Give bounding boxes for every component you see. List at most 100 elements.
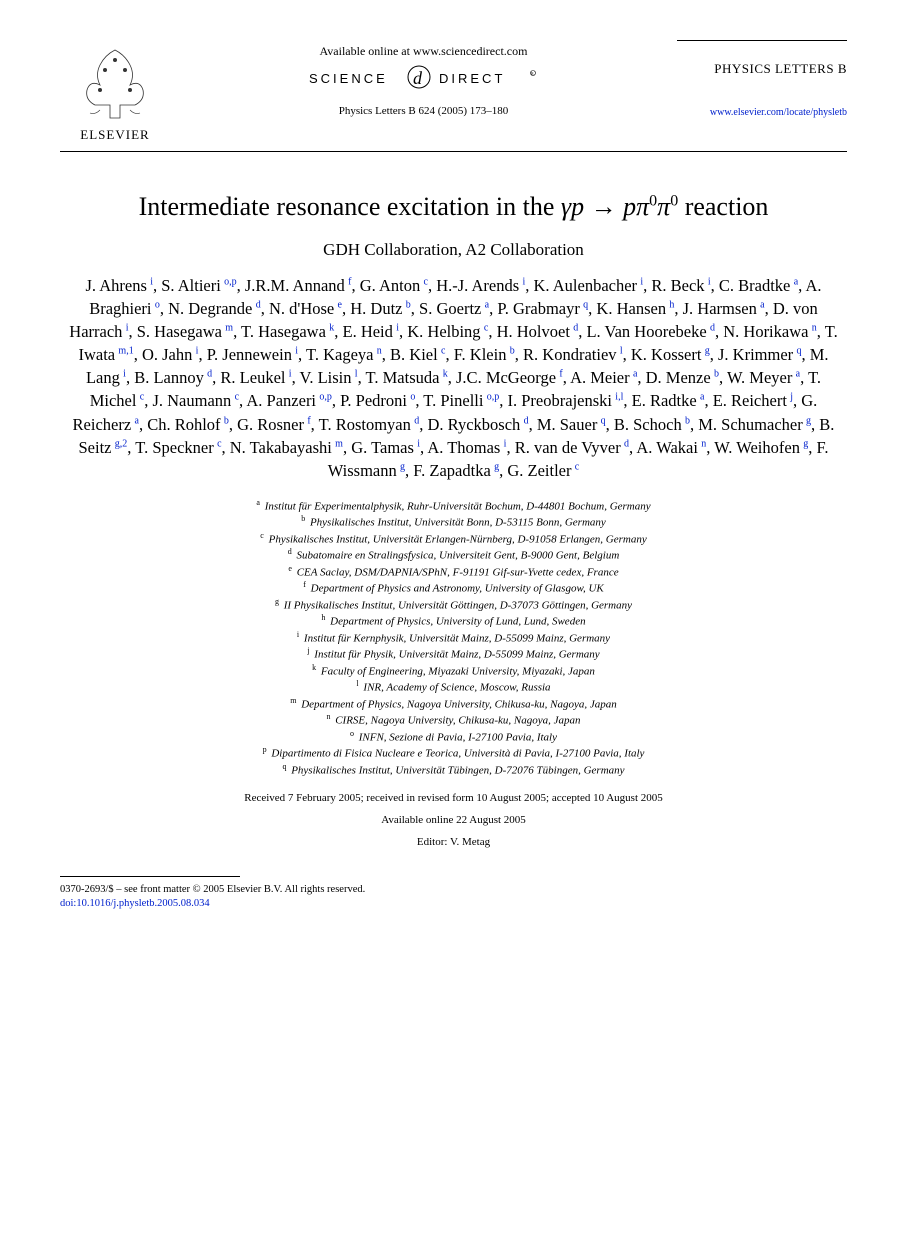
affiliation: f Department of Physics and Astronomy, U… xyxy=(60,580,847,597)
author: A. Meier a xyxy=(570,368,637,387)
journal-link[interactable]: www.elsevier.com/locate/physletb xyxy=(677,107,847,118)
author: G. Zeitler c xyxy=(507,461,579,480)
affiliation: h Department of Physics, University of L… xyxy=(60,613,847,630)
journal-name: PHYSICS LETTERS B xyxy=(677,61,847,77)
author: T. Kageya n xyxy=(306,345,382,364)
author: K. Aulenbacher i xyxy=(534,276,644,295)
author: R. Kondratiev l xyxy=(523,345,623,364)
affiliation: q Physikalisches Institut, Universität T… xyxy=(60,762,847,779)
citation-line: Physics Letters B 624 (2005) 173–180 xyxy=(170,105,677,117)
affiliation: n CIRSE, Nagoya University, Chikusa-ku, … xyxy=(60,712,847,729)
author: R. Beck i xyxy=(651,276,710,295)
author: E. Heid i xyxy=(342,322,399,341)
available-online-date: Available online 22 August 2005 xyxy=(60,814,847,826)
affiliation: k Faculty of Engineering, Miyazaki Unive… xyxy=(60,663,847,680)
affiliation: i Institut für Kernphysik, Universität M… xyxy=(60,630,847,647)
author: J.C. McGeorge f xyxy=(456,368,563,387)
received-dates: Received 7 February 2005; received in re… xyxy=(60,792,847,804)
author: K. Kossert g xyxy=(631,345,710,364)
author: H. Dutz b xyxy=(350,299,411,318)
author: F. Zapadtka g xyxy=(413,461,499,480)
author: G. Anton c xyxy=(360,276,428,295)
page-header: ELSEVIER Available online at www.science… xyxy=(60,40,847,143)
author: V. Lisin l xyxy=(300,368,358,387)
title-arrow: → xyxy=(584,192,623,221)
svg-text:SCIENCE: SCIENCE xyxy=(309,71,388,86)
title-suffix: reaction xyxy=(678,192,768,221)
author-list: J. Ahrens i, S. Altieri o,p, J.R.M. Anna… xyxy=(60,274,847,482)
author: K. Helbing c xyxy=(407,322,488,341)
author: F. Klein b xyxy=(454,345,515,364)
affiliation: e CEA Saclay, DSM/DAPNIA/SPhN, F-91191 G… xyxy=(60,564,847,581)
author: W. Meyer a xyxy=(727,368,800,387)
affiliation: d Subatomaire en Stralingsfysica, Univer… xyxy=(60,547,847,564)
author: J.R.M. Annand f xyxy=(245,276,352,295)
editor-line: Editor: V. Metag xyxy=(60,836,847,848)
author: B. Schoch b xyxy=(614,415,690,434)
affiliation: o INFN, Sezione di Pavia, I-27100 Pavia,… xyxy=(60,729,847,746)
svg-text:DIRECT: DIRECT xyxy=(439,71,505,86)
author: T. Hasegawa k xyxy=(241,322,334,341)
author: K. Hansen h xyxy=(596,299,674,318)
author: H.-J. Arends i xyxy=(436,276,525,295)
author: T. Pinelli o,p xyxy=(423,391,499,410)
author: G. Rosner f xyxy=(237,415,311,434)
author: N. d'Hose e xyxy=(269,299,342,318)
author: J. Naumann c xyxy=(152,391,239,410)
title-sup1: 0 xyxy=(649,192,657,209)
author: Ch. Rohlof b xyxy=(147,415,229,434)
author: P. Grabmayr q xyxy=(497,299,588,318)
author: P. Pedroni o xyxy=(340,391,415,410)
affiliation: j Institut für Physik, Universität Mainz… xyxy=(60,646,847,663)
author: I. Preobrajenski i,l xyxy=(508,391,624,410)
author: T. Matsuda k xyxy=(366,368,448,387)
elsevier-logo-block: ELSEVIER xyxy=(60,40,170,143)
author: J. Ahrens i xyxy=(85,276,153,295)
author: R. van de Vyver d xyxy=(515,438,629,457)
author: N. Degrande d xyxy=(168,299,261,318)
right-header: PHYSICS LETTERS B www.elsevier.com/locat… xyxy=(677,40,847,118)
author: A. Panzeri o,p xyxy=(246,391,331,410)
author: W. Weihofen g xyxy=(714,438,808,457)
sciencedirect-logo: SCIENCE d DIRECT R xyxy=(170,65,677,91)
author: S. Goertz a xyxy=(419,299,489,318)
author: A. Thomas i xyxy=(427,438,506,457)
author: M. Sauer q xyxy=(537,415,606,434)
author: J. Harmsen a xyxy=(683,299,765,318)
title-reaction-rhs: pπ xyxy=(623,192,649,221)
author: T. Speckner c xyxy=(135,438,221,457)
available-online-text: Available online at www.sciencedirect.co… xyxy=(170,44,677,59)
elsevier-tree-icon xyxy=(75,40,155,125)
affiliation: l INR, Academy of Science, Moscow, Russi… xyxy=(60,679,847,696)
title-sup2: 0 xyxy=(670,192,678,209)
doi-link[interactable]: doi:10.1016/j.physletb.2005.08.034 xyxy=(60,898,210,909)
author: L. Van Hoorebeke d xyxy=(586,322,715,341)
author: E. Reichert j xyxy=(713,391,793,410)
affiliation-list: a Institut für Experimentalphysik, Ruhr-… xyxy=(60,498,847,779)
author: A. Wakai n xyxy=(636,438,706,457)
right-header-rule xyxy=(677,40,847,41)
copyright-block: 0370-2693/$ – see front matter © 2005 El… xyxy=(60,883,847,910)
center-header: Available online at www.sciencedirect.co… xyxy=(170,40,677,117)
author: S. Hasegawa m xyxy=(137,322,233,341)
author: S. Altieri o,p xyxy=(161,276,236,295)
affiliation: m Department of Physics, Nagoya Universi… xyxy=(60,696,847,713)
copyright-text: 0370-2693/$ – see front matter © 2005 El… xyxy=(60,884,365,895)
svg-text:d: d xyxy=(413,68,423,88)
author: E. Radtke a xyxy=(632,391,705,410)
author: G. Tamas i xyxy=(351,438,420,457)
title-reaction-rhs2: π xyxy=(657,192,670,221)
author: M. Schumacher g xyxy=(698,415,811,434)
affiliation: c Physikalisches Institut, Universität E… xyxy=(60,531,847,548)
header-rule xyxy=(60,151,847,152)
author: N. Takabayashi m xyxy=(230,438,343,457)
affiliation: p Dipartimento di Fisica Nucleare e Teor… xyxy=(60,745,847,762)
author: B. Kiel c xyxy=(390,345,445,364)
footer-rule xyxy=(60,876,240,877)
author: D. Ryckbosch d xyxy=(427,415,528,434)
elsevier-label: ELSEVIER xyxy=(80,127,149,143)
collaboration-line: GDH Collaboration, A2 Collaboration xyxy=(60,240,847,260)
author: C. Bradtke a xyxy=(719,276,798,295)
title-prefix: Intermediate resonance excitation in the xyxy=(139,192,561,221)
author: J. Krimmer q xyxy=(718,345,801,364)
